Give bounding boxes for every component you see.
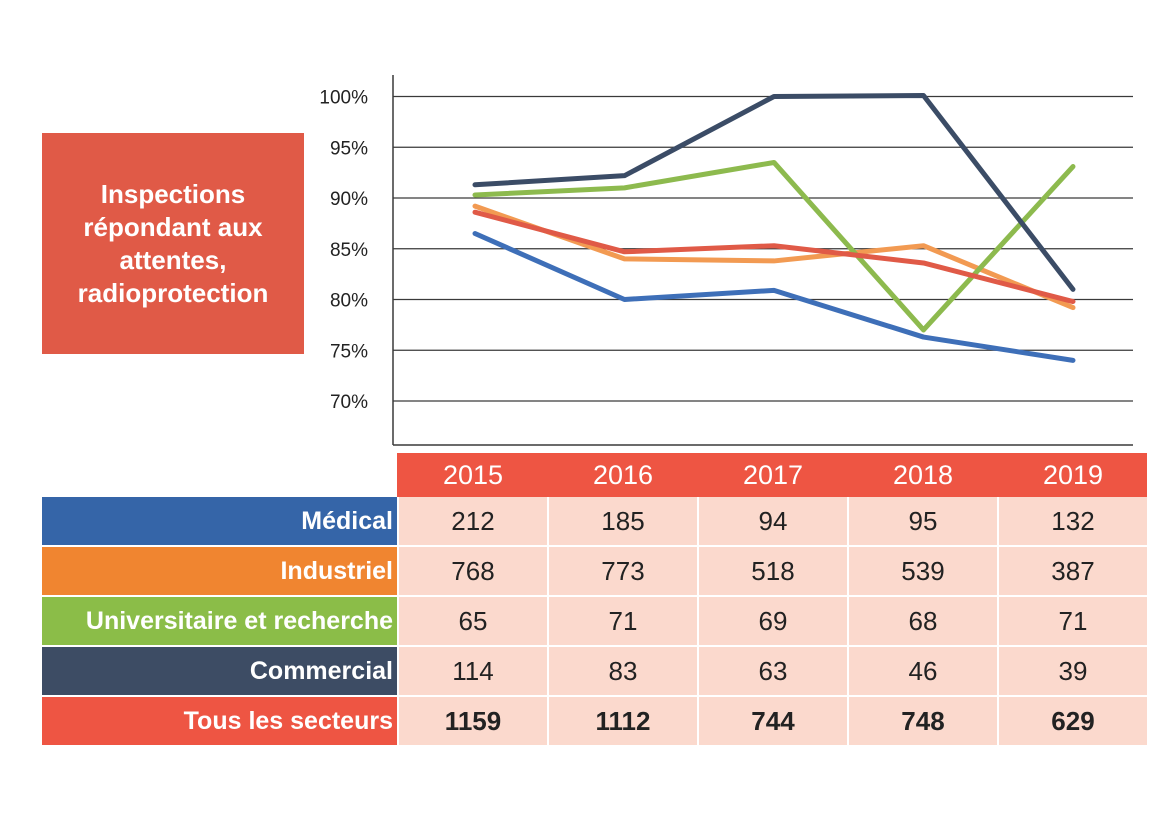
table-cell: 63	[697, 647, 847, 697]
row-label: Tous les secteurs	[42, 697, 397, 747]
table-cell: 387	[997, 547, 1147, 597]
table-cell: 1112	[547, 697, 697, 747]
table-cell: 94	[697, 497, 847, 547]
table-row: Tous les secteurs 1159 1112 744 748 629	[42, 697, 1147, 747]
y-tick-label: 100%	[319, 88, 368, 109]
table-cell: 748	[847, 697, 997, 747]
row-label: Universitaire et recherche	[42, 597, 397, 647]
series-line	[472, 231, 1076, 363]
table-row: Médical 212 185 94 95 132	[42, 497, 1147, 547]
y-tick-label: 80%	[330, 291, 368, 312]
table-cell: 768	[397, 547, 547, 597]
table-cell: 132	[997, 497, 1147, 547]
table-cell: 185	[547, 497, 697, 547]
data-table: 2015 2016 2017 2018 2019 Médical 212 185 94…	[42, 453, 1147, 747]
table-cell: 539	[847, 547, 997, 597]
series-line	[472, 92, 1076, 292]
table-cell: 744	[697, 697, 847, 747]
table-row: Commercial 114 83 63 46 39	[42, 647, 1147, 697]
series-line	[472, 203, 1076, 311]
table-cell: 83	[547, 647, 697, 697]
table-cell: 46	[847, 647, 997, 697]
table-cell: 69	[697, 597, 847, 647]
y-tick-label: 75%	[330, 341, 368, 362]
table-cell: 773	[547, 547, 697, 597]
table-cell: 1159	[397, 697, 547, 747]
year-header-row: 2015 2016 2017 2018 2019	[42, 453, 1147, 497]
year-header: 2015	[397, 453, 547, 497]
line-chart: 100% 95% 90% 85% 80% 75% 70%	[319, 75, 1133, 446]
table-cell: 71	[997, 597, 1147, 647]
table-row: Universitaire et recherche 65 71 69 68 71	[42, 597, 1147, 647]
row-label: Commercial	[42, 647, 397, 697]
table-corner	[42, 453, 397, 497]
table-cell: 114	[397, 647, 547, 697]
chart-title: Inspections répondant aux attentes, radi…	[77, 178, 269, 308]
table-cell: 95	[847, 497, 997, 547]
year-header: 2018	[847, 453, 997, 497]
table-cell: 39	[997, 647, 1147, 697]
year-header: 2016	[547, 453, 697, 497]
table-cell: 212	[397, 497, 547, 547]
year-header: 2019	[997, 453, 1147, 497]
table-cell: 68	[847, 597, 997, 647]
table-cell: 71	[547, 597, 697, 647]
row-label: Industriel	[42, 547, 397, 597]
y-tick-label: 90%	[330, 189, 368, 210]
row-label: Médical	[42, 497, 397, 547]
y-tick-label: 85%	[330, 240, 368, 261]
table-cell: 629	[997, 697, 1147, 747]
table-row: Industriel 768 773 518 539 387	[42, 547, 1147, 597]
table-cell: 65	[397, 597, 547, 647]
table-cell: 518	[697, 547, 847, 597]
chart-title-box: Inspections répondant aux attentes, radi…	[42, 133, 304, 354]
y-tick-label: 95%	[330, 138, 368, 159]
series-line	[472, 209, 1076, 305]
year-header: 2017	[697, 453, 847, 497]
y-tick-label: 70%	[330, 392, 368, 413]
